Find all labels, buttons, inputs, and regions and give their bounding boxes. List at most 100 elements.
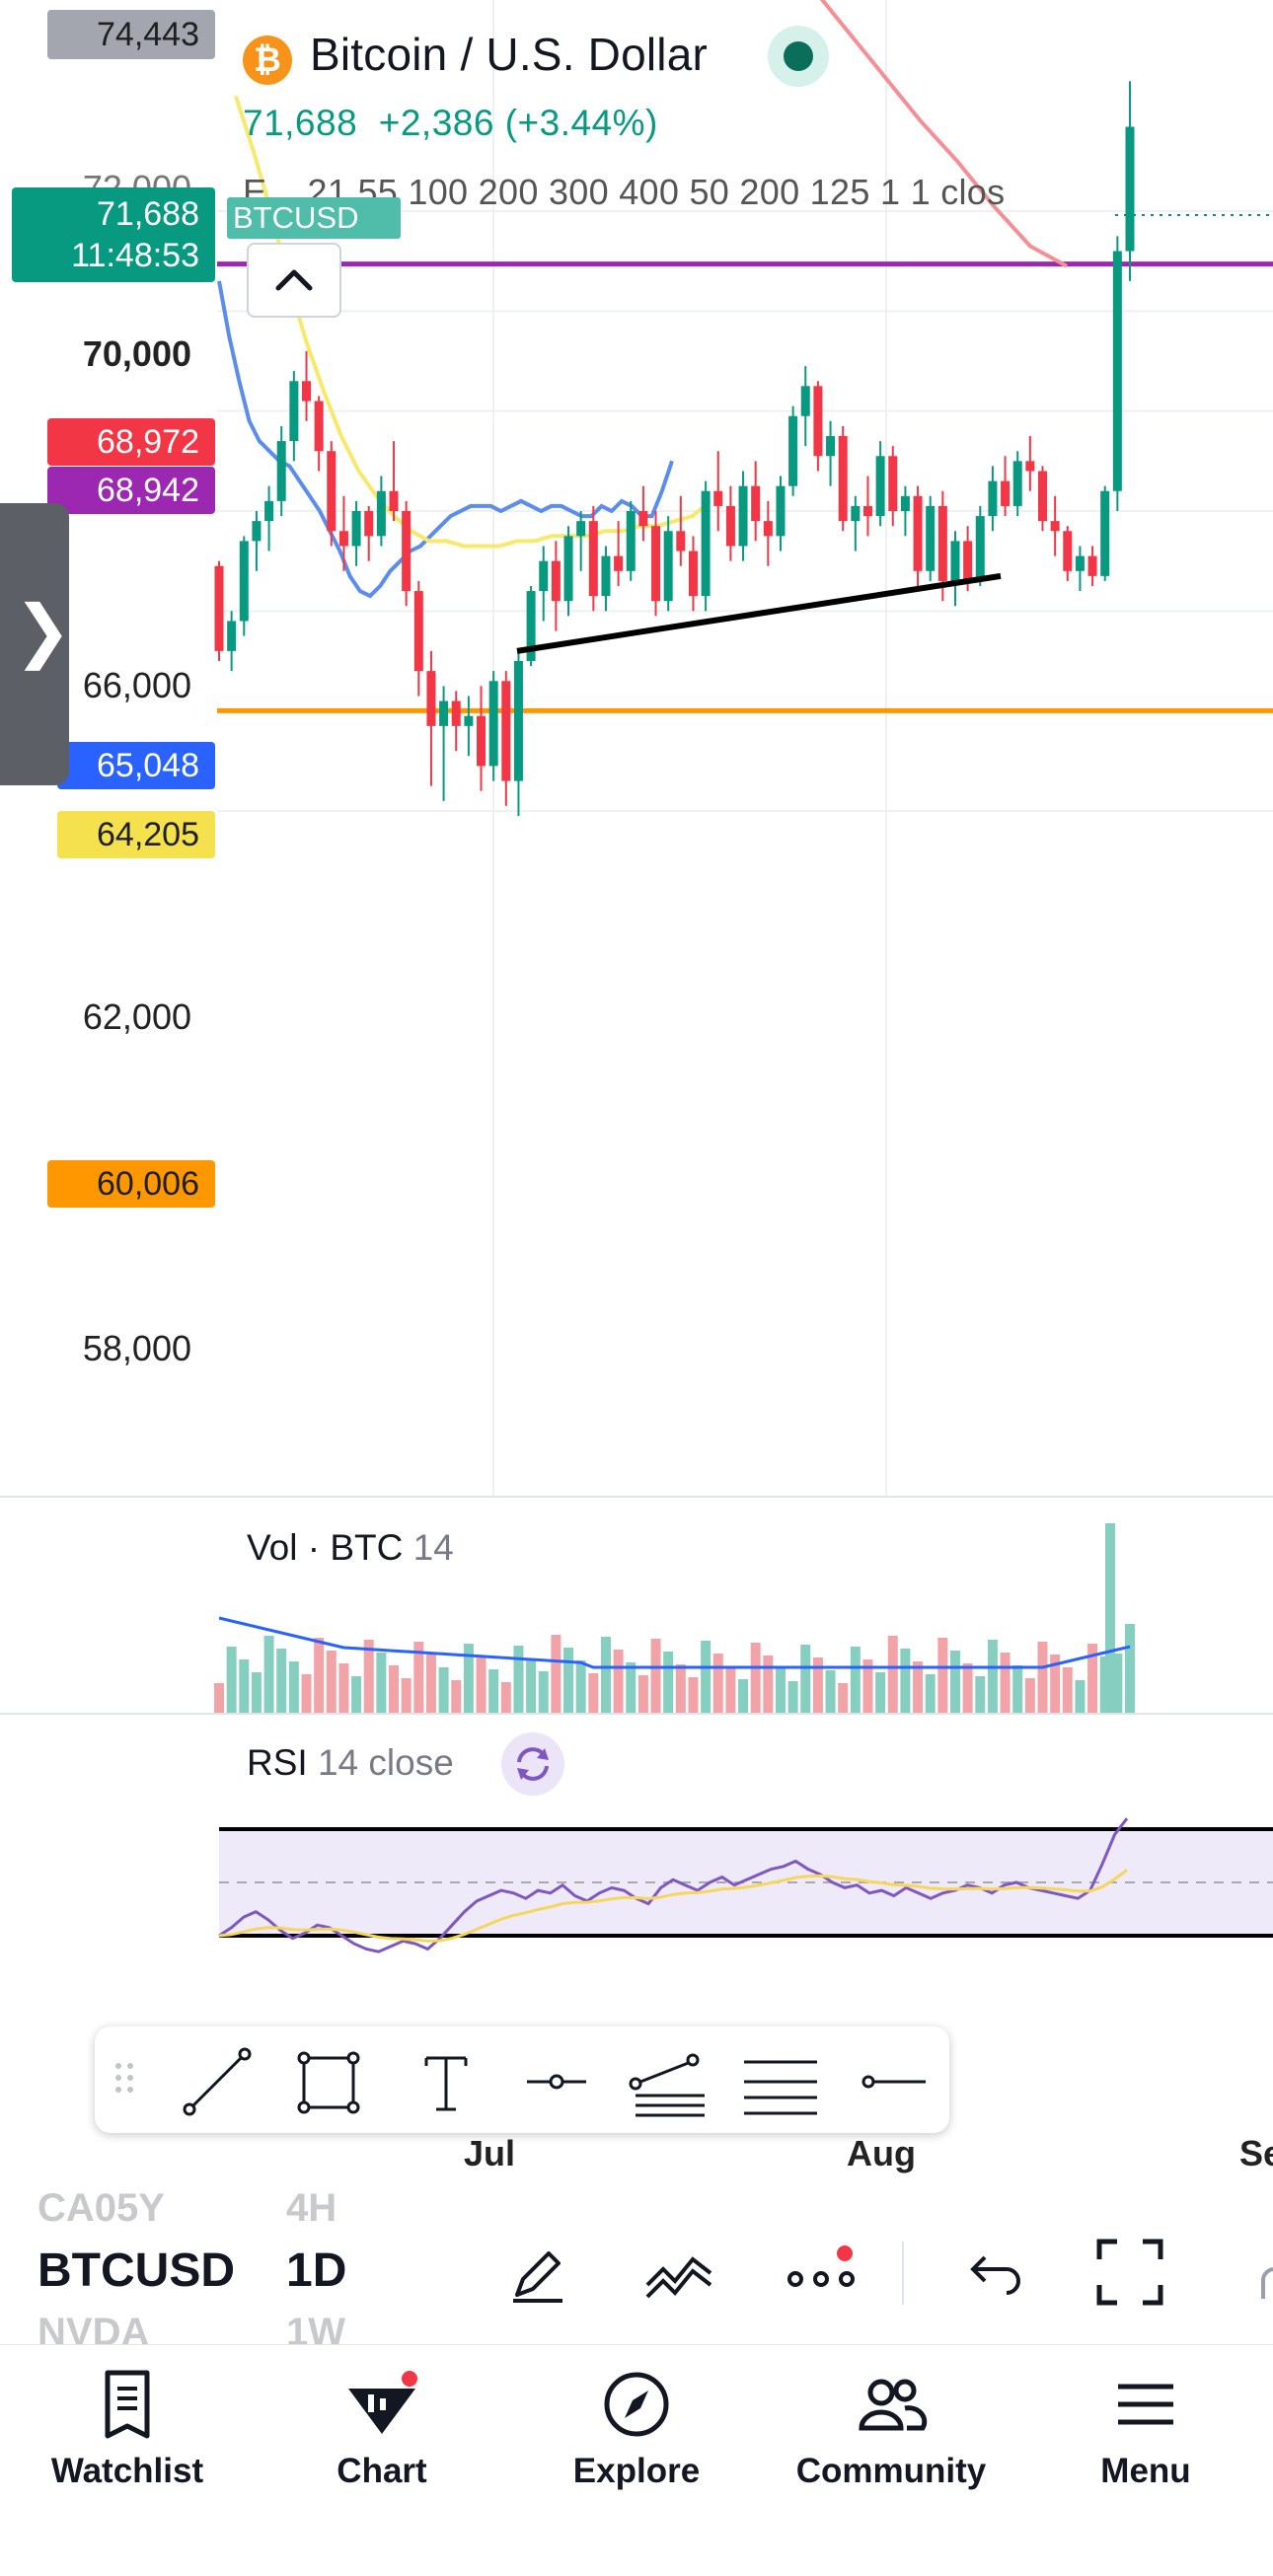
trendline[interactable] (516, 572, 1002, 654)
candle-body (227, 621, 237, 651)
volume-bar (1050, 1655, 1061, 1713)
collapse-legend-button[interactable] (247, 243, 341, 318)
volume-bar (750, 1643, 761, 1713)
volume-bar (513, 1646, 524, 1713)
volume-bar (251, 1672, 262, 1713)
candle-body (963, 541, 973, 581)
fullscreen-icon[interactable] (1093, 2236, 1166, 2309)
candle-body (676, 531, 686, 552)
y-tick-66000: 66,000 (82, 665, 191, 705)
candle-body (426, 671, 436, 726)
undo-icon[interactable] (957, 2240, 1026, 2309)
volume-bar (1012, 1665, 1023, 1713)
nav-label-watchlist: Watchlist (50, 2452, 204, 2490)
rsi-chart[interactable] (0, 1717, 1273, 2013)
candle-body (888, 456, 898, 511)
candle-body (1087, 555, 1097, 576)
volume-bar (949, 1651, 960, 1713)
indicators-icon[interactable] (641, 2240, 720, 2309)
compass-icon (604, 2372, 669, 2437)
volume-bar (775, 1668, 786, 1713)
candle-body (663, 531, 673, 602)
candle-body (327, 451, 337, 532)
volume-bar (626, 1662, 636, 1713)
volume-bar (401, 1678, 412, 1713)
text-icon[interactable] (424, 2056, 468, 2111)
volume-bar (600, 1637, 611, 1713)
nav-watchlist[interactable]: Watchlist (0, 2345, 255, 2542)
volume-ma-line (218, 1616, 1131, 1669)
prev-symbol[interactable]: CA05Y (37, 2186, 165, 2230)
nav-community[interactable]: Community (764, 2345, 1018, 2542)
more-icon[interactable] (782, 2240, 861, 2309)
candle-body (389, 490, 399, 511)
market-open-dot (784, 41, 813, 71)
nav-label-explore: Explore (572, 2452, 701, 2490)
drawing-pen-icon[interactable] (503, 2240, 572, 2309)
parallel-lines-icon[interactable] (744, 2060, 817, 2115)
volume-bar (913, 1661, 924, 1713)
interval-selector[interactable]: 1D (286, 2245, 347, 2297)
candle-body (501, 681, 511, 781)
candle-body (451, 700, 461, 726)
candle-body (276, 441, 286, 501)
nav-menu[interactable]: Menu (1018, 2345, 1273, 2542)
nav-chart[interactable]: Chart (255, 2345, 509, 2542)
prev-interval[interactable]: 4H (286, 2186, 337, 2230)
candle-body (651, 526, 661, 602)
horizontal-ray-icon[interactable] (527, 2074, 586, 2090)
candle-body (588, 521, 598, 597)
refresh-icon[interactable] (501, 1732, 564, 1796)
volume-title[interactable]: Vol · BTC 14 (247, 1527, 454, 1569)
rectangle-icon[interactable] (297, 2051, 360, 2114)
volume-bar (314, 1638, 325, 1713)
rsi-title[interactable]: RSI 14 close (247, 1742, 454, 1784)
volume-bar (500, 1682, 511, 1713)
volume-bar (1000, 1653, 1011, 1713)
volume-bar (438, 1667, 449, 1713)
fib-retracement-icon[interactable] (629, 2053, 705, 2117)
ma-price-badge-yellow: 64,205 (57, 811, 215, 858)
candle-body (364, 511, 374, 537)
symbol-selector[interactable]: BTCUSD (37, 2245, 235, 2297)
pane-separator[interactable] (0, 1496, 1273, 1498)
symbol-interval-bar: CA05Y BTCUSD NVDA 4H 1D 1W (0, 2186, 1273, 2354)
candle-body (526, 591, 536, 661)
volume-bar (389, 1665, 400, 1713)
volume-bar (862, 1659, 873, 1713)
candle-body (289, 381, 299, 442)
candle-body (776, 485, 786, 537)
volume-bar (1125, 1624, 1135, 1713)
volume-bar (588, 1673, 599, 1713)
candle-body (477, 715, 487, 767)
nav-explore[interactable]: Explore (509, 2345, 764, 2542)
volume-bar (276, 1649, 287, 1713)
symbol-title[interactable]: Bitcoin / U.S. Dollar (310, 29, 708, 80)
partial-icon[interactable] (1245, 2240, 1273, 2309)
price-chart[interactable] (0, 0, 1273, 1519)
side-panel-toggle[interactable] (0, 503, 69, 785)
volume-bar (214, 1683, 224, 1713)
bitcoin-icon: ₿ (243, 36, 292, 85)
candle-body (626, 511, 636, 571)
volume-bar (1037, 1642, 1048, 1713)
menu-icon (1118, 2384, 1173, 2425)
drag-handle-icon[interactable] (115, 2063, 133, 2093)
candle-body (763, 521, 773, 537)
trend-line-icon[interactable] (183, 2047, 252, 2116)
x-tick-sep: Se (1239, 2133, 1273, 2173)
volume-bar (551, 1635, 562, 1713)
candle-body (314, 401, 324, 452)
volume-period: 14 (412, 1527, 454, 1568)
candle-body (638, 511, 648, 527)
candle-body (551, 560, 561, 602)
volume-bar (688, 1677, 699, 1713)
candle-body (813, 386, 823, 457)
pane-separator[interactable] (0, 1713, 1273, 1715)
horizontal-line-icon[interactable] (861, 2075, 926, 2089)
candles-group (214, 81, 1135, 817)
volume-bar (1075, 1680, 1086, 1713)
candle-body (862, 505, 872, 517)
volume-bar (763, 1656, 774, 1713)
volume-chart[interactable] (0, 1500, 1273, 1713)
